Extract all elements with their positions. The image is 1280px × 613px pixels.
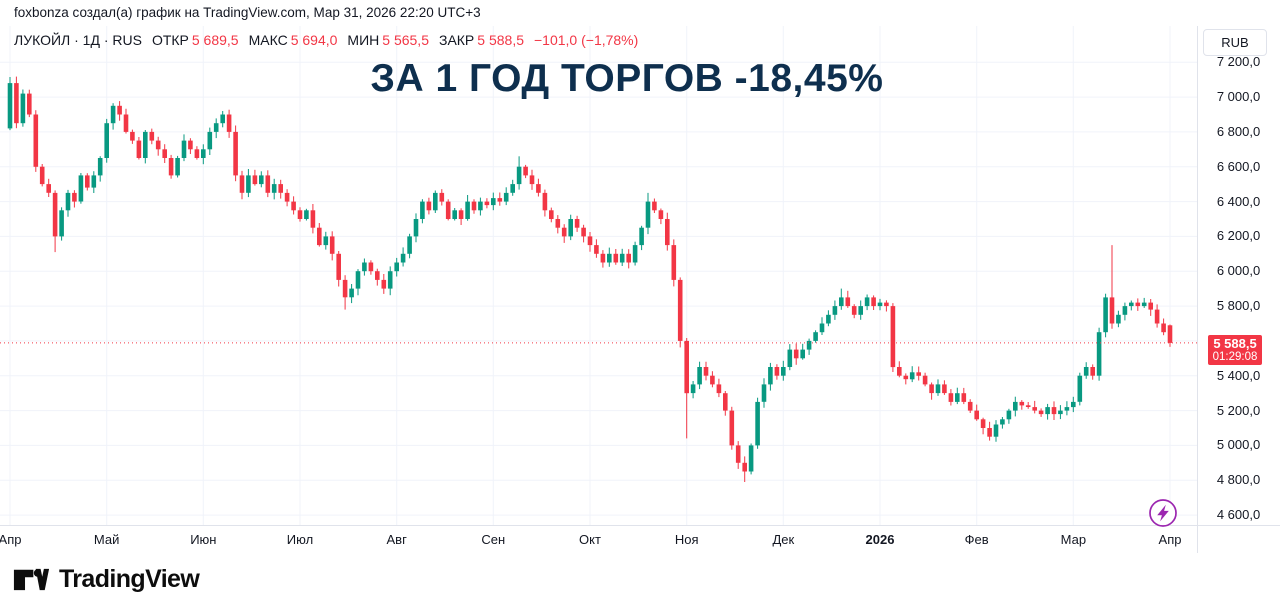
symbol-legend: ЛУКОЙЛ · 1Д · RUS ОТКР 5 689,5 МАКС 5 694,… <box>14 32 638 48</box>
tradingview-logo[interactable]: TradingView <box>13 565 200 594</box>
boost-button[interactable] <box>1147 497 1179 534</box>
open-label: ОТКР <box>151 32 189 48</box>
time-axis-label: Июн <box>190 532 217 547</box>
time-axis-label: Апр <box>0 532 22 547</box>
price-axis-label: 6 800,0 <box>1216 123 1261 139</box>
time-axis-label: Май <box>93 532 120 547</box>
time-axis-label: Окт <box>579 532 601 547</box>
time-axis-label: Апр <box>1158 532 1182 547</box>
lightning-icon <box>1149 499 1177 527</box>
candlestick-chart[interactable] <box>0 26 1197 525</box>
price-axis-label: 6 400,0 <box>1216 193 1261 209</box>
price-axis[interactable]: RUB 5 588,5 01:29:08 7 200,0 7 000,0 6 800… <box>1197 26 1280 525</box>
time-axis-label: Дек <box>772 532 795 547</box>
attribution-text: foxbonza создал(а) график на TradingView… <box>14 5 481 20</box>
price-axis-label: 5 200,0 <box>1216 402 1261 418</box>
last-price-value: 5 588,5 <box>1213 335 1257 351</box>
high-label: МАКС <box>248 32 288 48</box>
low-label: МИН <box>347 32 380 48</box>
price-axis-label: 5 800,0 <box>1216 298 1261 314</box>
low-value: 5 565,5 <box>382 32 429 48</box>
price-axis-label: 7 000,0 <box>1216 89 1261 105</box>
price-axis-label: 4 600,0 <box>1216 507 1261 523</box>
time-axis-label: Авг <box>386 532 407 547</box>
chart-pane[interactable]: Апр Май Июн Июл Авг Сен Окт Ноя Дек 2026 Фев Мар Апр… <box>0 26 1280 553</box>
price-axis-label: 6 600,0 <box>1216 158 1261 174</box>
symbol-title: ЛУКОЙЛ · 1Д · RUS <box>14 32 142 48</box>
price-axis-label: 4 800,0 <box>1216 472 1261 488</box>
time-axis-label: Июл <box>286 532 314 547</box>
time-axis-label: Фев <box>964 532 989 547</box>
tradingview-mark-icon <box>13 568 50 591</box>
price-axis-label: 6 000,0 <box>1216 263 1261 279</box>
high-value: 5 694,0 <box>290 32 338 48</box>
open-value: 5 689,5 <box>191 32 239 48</box>
tradingview-logo-text: TradingView <box>59 565 200 593</box>
time-axis-label: Мар <box>1060 532 1087 547</box>
price-axis-label: 6 200,0 <box>1216 228 1261 244</box>
time-axis[interactable]: Апр Май Июн Июл Авг Сен Окт Ноя Дек 2026 Фев Мар Апр <box>0 525 1280 554</box>
axis-separator <box>1197 26 1198 553</box>
page-title: ЗА 1 ГОД ТОРГОВ -18,45% <box>370 57 884 100</box>
change-value: −101,0 (−1,78%) <box>534 32 639 48</box>
bar-countdown: 01:29:08 <box>1212 350 1258 363</box>
close-label: ЗАКР <box>438 32 475 48</box>
time-axis-label: Ноя <box>674 532 699 547</box>
price-axis-label: 5 000,0 <box>1216 437 1261 453</box>
price-axis-label: 7 200,0 <box>1216 54 1261 70</box>
currency-button[interactable]: RUB <box>1203 29 1267 56</box>
close-value: 5 588,5 <box>477 32 524 48</box>
last-price-badge[interactable]: 5 588,5 01:29:08 <box>1208 334 1262 365</box>
price-axis-label: 5 400,0 <box>1216 367 1261 383</box>
time-axis-label: Сен <box>481 532 506 547</box>
time-axis-label: 2026 <box>865 532 895 547</box>
